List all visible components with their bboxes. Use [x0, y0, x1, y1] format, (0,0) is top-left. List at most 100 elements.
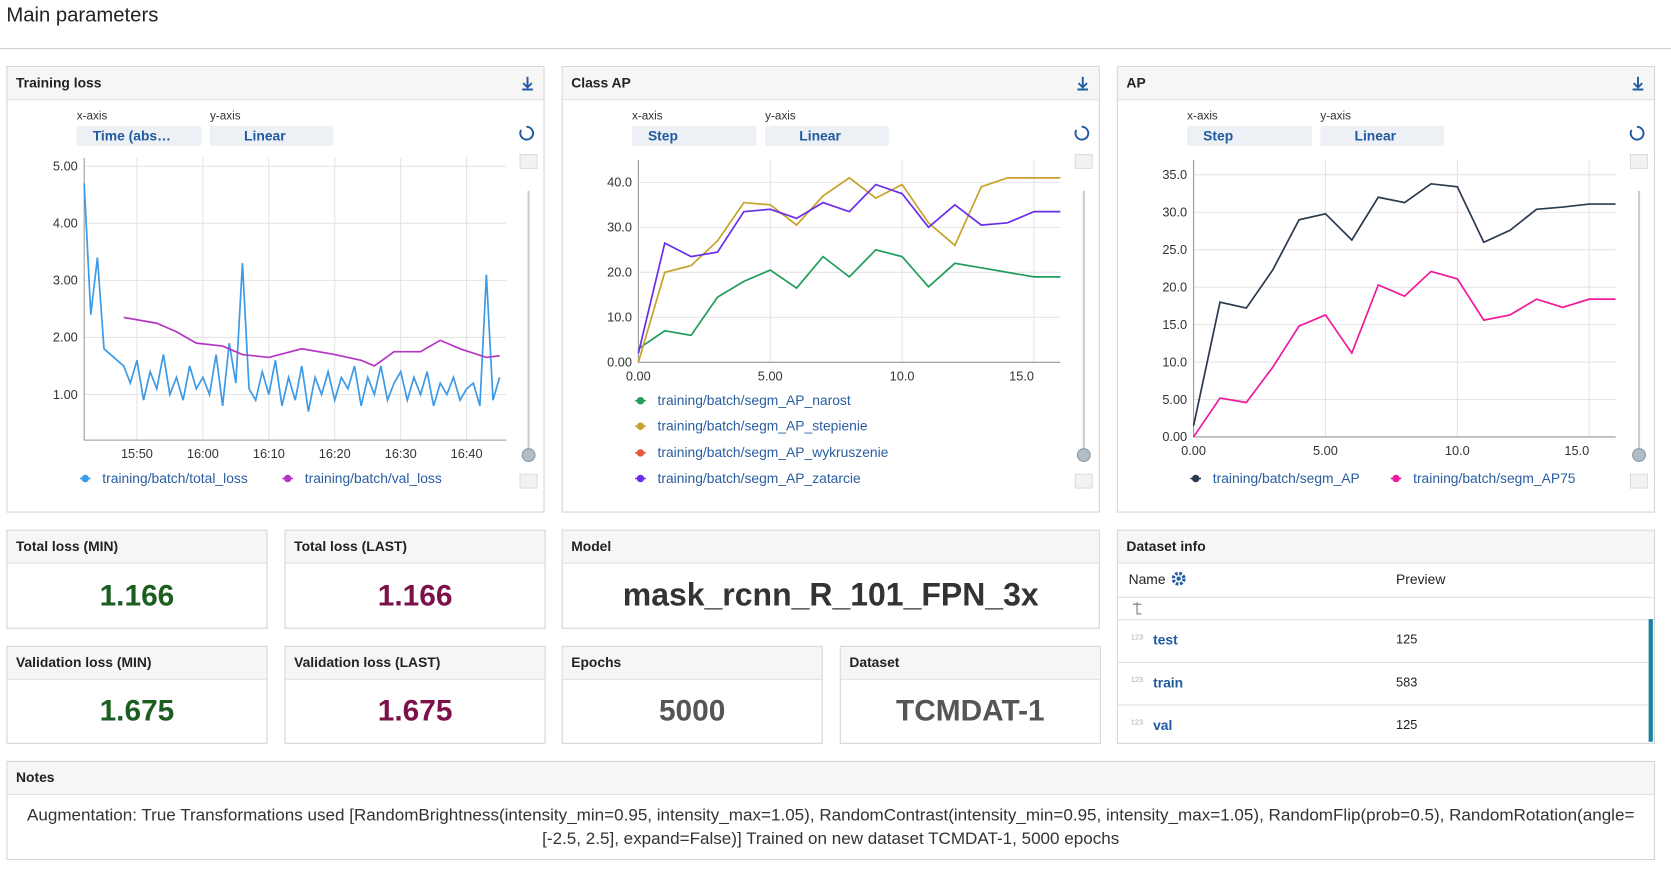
axis-line	[637, 159, 1061, 363]
x-axis-select[interactable]: Step	[631, 125, 757, 146]
slider-knob	[1076, 448, 1091, 462]
card-title: Total loss (MIN)	[7, 530, 267, 564]
legend-swatch	[81, 474, 89, 483]
x-tick-label: 16:20	[319, 446, 351, 461]
chart-icon	[1629, 473, 1649, 489]
download-icon	[1077, 76, 1089, 91]
y-tick-label: 15.0	[1162, 317, 1187, 332]
chart-panel: AP x-axis Step y-axis Linear 0.00 5.00 10.0 15.0…	[1116, 66, 1656, 513]
x-tick-label: 0.00	[626, 368, 651, 383]
panel-title: Notes	[7, 761, 1654, 796]
plot: 1.00 2.00 3.00 4.00 5.00 15:50 16:00 16:10 16:20…	[53, 157, 507, 486]
metric-value: 1.166	[377, 578, 453, 612]
notes-panel: Notes Augmentation: True Transformations…	[6, 760, 1656, 861]
x-axis-select[interactable]: Step	[1187, 125, 1312, 146]
card-title: Validation loss (LAST)	[285, 646, 545, 680]
y-tick-label: 35.0	[1162, 167, 1187, 182]
metric-card: Total loss (LAST) 1.166	[284, 529, 546, 629]
metric-card: Epochs 5000	[561, 645, 823, 744]
row-preview: 125	[1396, 717, 1418, 733]
metric-card: Total loss (MIN) 1.166	[6, 529, 268, 629]
metric-value: TCMDAT-1	[895, 693, 1045, 727]
row-name[interactable]: val	[1153, 717, 1173, 734]
series-line	[637, 248, 1061, 350]
y-tick-label: 1.00	[53, 387, 78, 402]
card-title: Validation loss (MIN)	[7, 646, 267, 680]
scrollbar[interactable]	[1648, 619, 1653, 742]
legend-label: training/batch/total_loss	[102, 470, 248, 486]
toolbar	[519, 76, 538, 489]
y-tick-label: 10.0	[607, 310, 632, 325]
download-icon	[522, 76, 533, 91]
download-icon	[1632, 76, 1644, 91]
axis-line	[83, 157, 507, 441]
x-axis-label: x-axis	[631, 109, 663, 123]
y-tick-label: 0.00	[1162, 429, 1187, 444]
legend-label: training/batch/segm_AP_narost	[658, 392, 851, 408]
x-tick-label: 16:40	[451, 446, 483, 461]
series-line	[123, 316, 500, 367]
toolbar	[1629, 76, 1649, 489]
reset-icon	[1074, 125, 1090, 141]
row-preview: 125	[1396, 631, 1418, 647]
divider	[1117, 596, 1654, 598]
filter-icon[interactable]	[1131, 601, 1144, 616]
slider-knob	[1632, 448, 1646, 462]
y-tick-label: 2.00	[53, 330, 78, 345]
y-tick-label: 20.0	[607, 265, 632, 280]
x-tick-label: 5.00	[1313, 443, 1338, 458]
smooth-icon	[1074, 153, 1093, 169]
row-preview: 583	[1396, 674, 1418, 690]
x-axis-select[interactable]: Time (abs…	[76, 125, 202, 146]
metric-card: Dataset TCMDAT-1	[839, 645, 1101, 744]
notes-text: Augmentation: True Transformations used …	[26, 806, 1635, 849]
metric-value: 1.675	[377, 693, 453, 727]
y-tick-label: 30.0	[607, 220, 632, 235]
y-axis-label: y-axis	[209, 109, 241, 123]
column-header[interactable]: Preview	[1396, 571, 1446, 588]
metric-value: 1.675	[99, 693, 175, 727]
column-header[interactable]: Name	[1128, 571, 1166, 588]
legend-label: training/batch/val_loss	[305, 470, 442, 486]
metric-card: Validation loss (LAST) 1.675	[284, 645, 546, 744]
x-tick-label: 16:00	[187, 446, 219, 461]
legend-label: training/batch/segm_AP75	[1413, 470, 1576, 486]
y-axis-label: y-axis	[765, 109, 796, 123]
chart: 0.00 10.0 20.0 30.0 40.0 0.00 5.00 10.0 15.0 trai…	[607, 76, 1093, 489]
metric-value: mask_rcnn_R_101_FPN_3x	[622, 577, 1039, 613]
smooth-icon	[1629, 153, 1649, 169]
chart-title: Class AP	[562, 67, 1099, 101]
y-tick-label: 3.00	[53, 273, 78, 288]
y-tick-label: 25.0	[1162, 242, 1187, 257]
metric-card: Model mask_rcnn_R_101_FPN_3x	[561, 529, 1100, 629]
y-tick-label: 20.0	[1162, 279, 1187, 294]
y-axis-select[interactable]: Linear	[1320, 125, 1445, 146]
y-axis-select[interactable]: Linear	[209, 125, 334, 146]
y-axis-label: y-axis	[1320, 109, 1352, 123]
x-tick-label: 15.0	[1009, 368, 1034, 383]
card-title: Total loss (LAST)	[285, 530, 545, 564]
y-tick-label: 30.0	[1162, 205, 1187, 220]
dataset-info-panel: Dataset info Name Preview 123 test 125 123 t…	[1116, 529, 1656, 744]
toolbar	[1074, 76, 1093, 489]
settings-icon[interactable]	[1171, 571, 1186, 586]
chart-title: Training loss	[7, 67, 544, 101]
y-tick-label: 0.00	[607, 355, 632, 370]
x-tick-label: 15.0	[1564, 443, 1589, 458]
row-name[interactable]: train	[1153, 674, 1184, 691]
metric-value: 5000	[658, 693, 726, 727]
y-axis-select[interactable]: Linear	[765, 125, 889, 146]
smooth-icon	[519, 153, 538, 169]
series-line	[637, 183, 1061, 354]
panel-title: Dataset info	[1117, 530, 1654, 564]
x-tick-label: 0.00	[1181, 443, 1206, 458]
chart-panel: Class AP x-axis Step y-axis Linear 0.00 10.0 20…	[561, 66, 1100, 513]
row-name[interactable]: test	[1153, 631, 1178, 648]
legend-swatch	[1392, 474, 1400, 483]
legend-swatch	[636, 396, 645, 405]
y-tick-label: 5.00	[53, 159, 78, 174]
chart-panel: Training loss x-axis Time (abs… y-axis Linea…	[6, 66, 545, 513]
x-tick-label: 16:30	[385, 446, 417, 461]
type-icon: 123	[1130, 719, 1144, 727]
